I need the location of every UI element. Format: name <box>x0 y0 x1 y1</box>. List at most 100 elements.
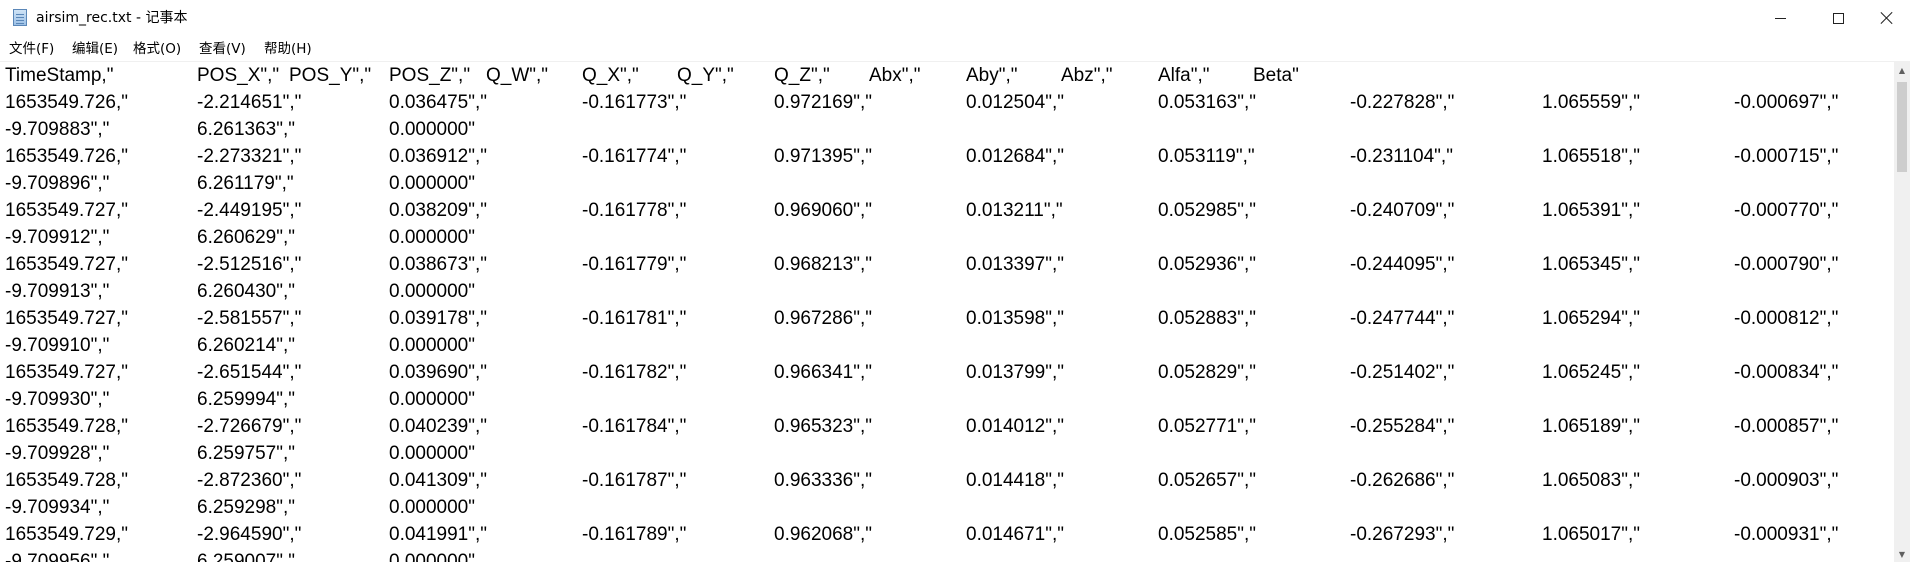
text-cell: -9.709934"," <box>5 497 110 518</box>
text-cell: 0.000000" <box>389 551 475 562</box>
text-cell: -2.872360"," <box>197 470 302 491</box>
menu-format[interactable]: 格式(O) <box>133 41 182 57</box>
text-cell: 0.967286"," <box>774 308 873 329</box>
text-cell: 6.261179"," <box>197 173 294 194</box>
text-cell: -9.709896"," <box>5 173 110 194</box>
menu-help[interactable]: 帮助(H) <box>264 41 312 57</box>
text-cell: Q_Y"," <box>677 65 734 86</box>
vertical-scrollbar[interactable]: ▲ ▼ <box>1894 62 1910 562</box>
text-cell: 0.013598"," <box>966 308 1065 329</box>
scroll-down-icon[interactable]: ▼ <box>1898 549 1906 559</box>
text-cell: Abz"," <box>1061 65 1113 86</box>
text-cell: 0.000000" <box>389 281 475 302</box>
text-cell: 1.065294"," <box>1542 308 1641 329</box>
text-cell: -9.709956"," <box>5 551 110 562</box>
text-cell: TimeStamp," <box>5 65 114 86</box>
text-cell: 0.962068"," <box>774 524 873 545</box>
notepad-app-icon <box>13 9 27 26</box>
text-cell: 1.065518"," <box>1542 146 1641 167</box>
text-cell: 0.014012"," <box>966 416 1065 437</box>
text-cell: Q_W"," <box>486 65 549 86</box>
text-cell: -0.000770"," <box>1734 200 1839 221</box>
text-cell: 0.053119"," <box>1158 146 1255 167</box>
menu-bar: 文件(F) 编辑(E) 格式(O) 查看(V) 帮助(H) <box>0 36 1910 62</box>
text-cell: -0.161779"," <box>582 254 687 275</box>
text-cell: Aby"," <box>966 65 1018 86</box>
text-cell: Beta" <box>1253 65 1299 86</box>
text-cell: 1653549.726," <box>5 146 128 167</box>
text-cell: 0.038673"," <box>389 254 488 275</box>
text-cell: -0.000931"," <box>1734 524 1839 545</box>
text-cell: -0.161778"," <box>582 200 687 221</box>
text-cell: 6.260430"," <box>197 281 296 302</box>
text-cell: -2.651544"," <box>197 362 302 383</box>
menu-file[interactable]: 文件(F) <box>9 41 55 57</box>
text-cell: -0.244095"," <box>1350 254 1455 275</box>
text-cell: 1653549.727," <box>5 200 128 221</box>
menu-edit[interactable]: 编辑(E) <box>72 41 119 57</box>
text-cell: 1653549.728," <box>5 470 128 491</box>
text-cell: -0.161782"," <box>582 362 687 383</box>
text-cell: -2.214651"," <box>197 92 302 113</box>
text-cell: Abx"," <box>869 65 921 86</box>
text-cell: 0.038209"," <box>389 200 488 221</box>
scroll-up-icon[interactable]: ▲ <box>1898 65 1906 75</box>
text-cell: 0.052936"," <box>1158 254 1257 275</box>
title-bar: airsim_rec.txt - 记事本 <box>0 0 1910 36</box>
text-cell: 0.014671"," <box>966 524 1065 545</box>
text-cell: POS_X"," <box>197 65 280 86</box>
text-cell: 0.036912"," <box>389 146 488 167</box>
text-cell: 0.965323"," <box>774 416 873 437</box>
text-cell: 1.065017"," <box>1542 524 1641 545</box>
text-cell: -0.247744"," <box>1350 308 1455 329</box>
menu-view[interactable]: 查看(V) <box>199 41 246 57</box>
text-cell: 6.261363"," <box>197 119 296 140</box>
text-cell: 0.971395"," <box>774 146 873 167</box>
close-button[interactable] <box>1864 0 1910 36</box>
text-cell: 0.014418"," <box>966 470 1065 491</box>
minimize-button[interactable] <box>1752 0 1808 36</box>
text-cell: 6.260214"," <box>197 335 296 356</box>
text-cell: 6.259007"," <box>197 551 296 562</box>
text-cell: -0.161781"," <box>582 308 687 329</box>
text-cell: 0.013211"," <box>966 200 1063 221</box>
text-cell: -0.240709"," <box>1350 200 1455 221</box>
scroll-thumb[interactable] <box>1897 82 1907 172</box>
maximize-button[interactable] <box>1810 0 1866 36</box>
text-cell: -9.709930"," <box>5 389 110 410</box>
text-cell: 0.000000" <box>389 119 475 140</box>
text-cell: 1653549.727," <box>5 254 128 275</box>
text-cell: -0.000834"," <box>1734 362 1839 383</box>
text-cell: 1653549.729," <box>5 524 128 545</box>
window-title: airsim_rec.txt - 记事本 <box>36 10 188 26</box>
text-cell: 0.000000" <box>389 443 475 464</box>
text-cell: -2.273321"," <box>197 146 302 167</box>
text-cell: -9.709910"," <box>5 335 110 356</box>
text-cell: -0.255284"," <box>1350 416 1455 437</box>
text-cell: 0.013799"," <box>966 362 1065 383</box>
text-cell: -0.161773"," <box>582 92 687 113</box>
text-cell: -0.161787"," <box>582 470 687 491</box>
text-editor-area[interactable]: TimeStamp," POS_X"," POS_Y"," POS_Z"," Q_W",… <box>0 62 1894 562</box>
text-cell: -2.581557"," <box>197 308 302 329</box>
text-cell: -0.251402"," <box>1350 362 1455 383</box>
text-cell: 1653549.726," <box>5 92 128 113</box>
text-cell: -0.227828"," <box>1350 92 1455 113</box>
text-cell: -2.449195"," <box>197 200 302 221</box>
text-cell: 0.052985"," <box>1158 200 1257 221</box>
text-cell: 0.012504"," <box>966 92 1065 113</box>
text-cell: 0.000000" <box>389 497 475 518</box>
text-cell: Alfa"," <box>1158 65 1210 86</box>
text-cell: 6.260629"," <box>197 227 296 248</box>
text-cell: POS_Y"," <box>289 65 372 86</box>
text-cell: Q_Z"," <box>774 65 830 86</box>
text-cell: 0.052883"," <box>1158 308 1257 329</box>
text-cell: 0.000000" <box>389 389 475 410</box>
text-cell: -2.726679"," <box>197 416 302 437</box>
text-cell: -9.709883"," <box>5 119 110 140</box>
text-cell: 1.065559"," <box>1542 92 1641 113</box>
text-cell: 1.065391"," <box>1542 200 1641 221</box>
text-cell: -0.000715"," <box>1734 146 1839 167</box>
text-cell: -0.000812"," <box>1734 308 1839 329</box>
text-cell: 0.000000" <box>389 227 475 248</box>
